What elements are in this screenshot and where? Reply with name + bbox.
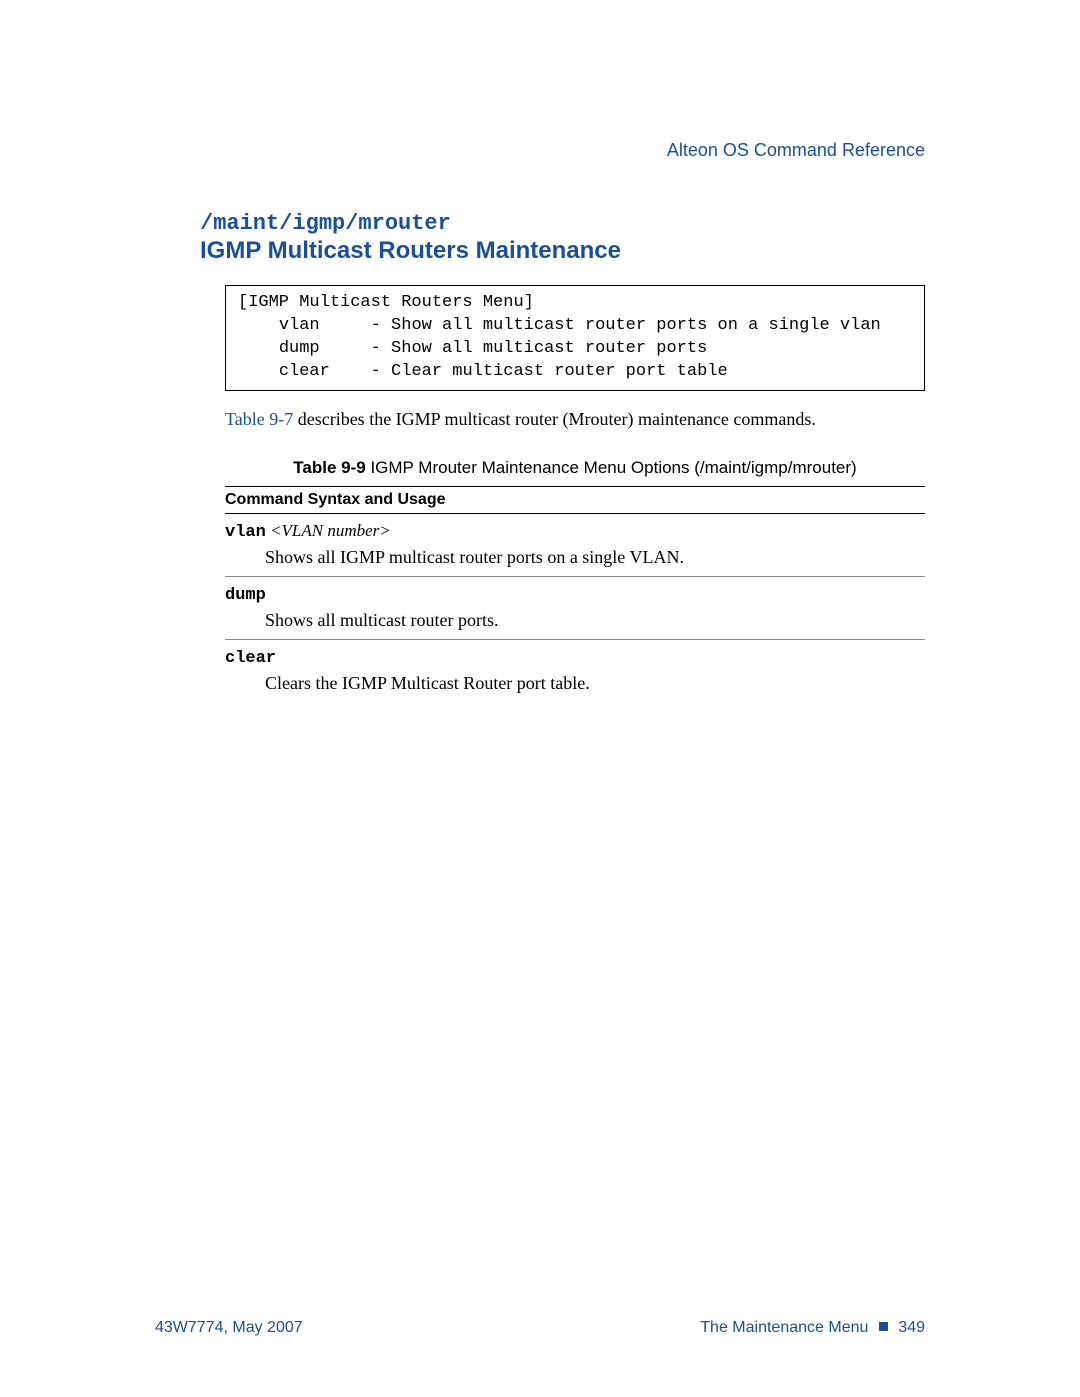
command-name: vlan — [225, 523, 266, 542]
command-name: dump — [225, 586, 266, 605]
section-title: IGMP Multicast Routers Maintenance — [200, 237, 925, 265]
command-description: Shows all multicast router ports. — [265, 610, 925, 631]
menu-desc: Show all multicast router ports — [391, 339, 707, 358]
page-footer: 43W7774, May 2007 The Maintenance Menu 3… — [155, 1319, 925, 1337]
command-syntax: dump — [225, 583, 925, 608]
section-path: /maint/igmp/mrouter — [200, 211, 925, 237]
square-bullet-icon — [879, 1322, 888, 1331]
intro-paragraph: Table 9-7 describes the IGMP multicast r… — [225, 409, 925, 430]
table-row: clear Clears the IGMP Multicast Router p… — [225, 640, 925, 702]
footer-section-name: The Maintenance Menu — [700, 1319, 868, 1336]
table-caption-number: Table 9-9 — [293, 458, 365, 477]
table-caption: Table 9-9 IGMP Mrouter Maintenance Menu … — [225, 458, 925, 478]
intro-text: describes the IGMP multicast router (Mro… — [293, 409, 816, 429]
command-syntax: vlan <VLAN number> — [225, 520, 925, 545]
table-reference-link[interactable]: Table 9-7 — [225, 409, 293, 429]
menu-desc: Show all multicast router ports on a sin… — [391, 316, 881, 335]
command-description: Shows all IGMP multicast router ports on… — [265, 547, 925, 568]
table-header: Command Syntax and Usage — [225, 486, 925, 514]
menu-desc: Clear multicast router port table — [391, 362, 728, 381]
command-arg: VLAN number — [282, 521, 380, 540]
command-syntax: clear — [225, 646, 925, 671]
footer-page-number: 349 — [898, 1319, 925, 1336]
footer-left: 43W7774, May 2007 — [155, 1319, 303, 1337]
command-arg-open: < — [270, 521, 281, 540]
footer-right: The Maintenance Menu 349 — [700, 1319, 925, 1337]
command-name: clear — [225, 649, 276, 668]
menu-cmd: clear — [279, 362, 330, 381]
menu-title-line: [IGMP Multicast Routers Menu] — [238, 293, 534, 312]
menu-output-box: [IGMP Multicast Routers Menu] vlan - Sho… — [225, 285, 925, 391]
command-arg-close: > — [379, 521, 390, 540]
table-caption-text: IGMP Mrouter Maintenance Menu Options (/… — [366, 458, 857, 477]
menu-cmd: vlan — [279, 316, 320, 335]
doc-header-title: Alteon OS Command Reference — [155, 140, 925, 161]
document-page: Alteon OS Command Reference /maint/igmp/… — [0, 0, 1080, 1397]
command-syntax-table: Command Syntax and Usage vlan <VLAN numb… — [225, 486, 925, 702]
menu-cmd: dump — [279, 339, 320, 358]
command-description: Clears the IGMP Multicast Router port ta… — [265, 673, 925, 694]
table-row: dump Shows all multicast router ports. — [225, 577, 925, 640]
table-row: vlan <VLAN number> Shows all IGMP multic… — [225, 514, 925, 577]
